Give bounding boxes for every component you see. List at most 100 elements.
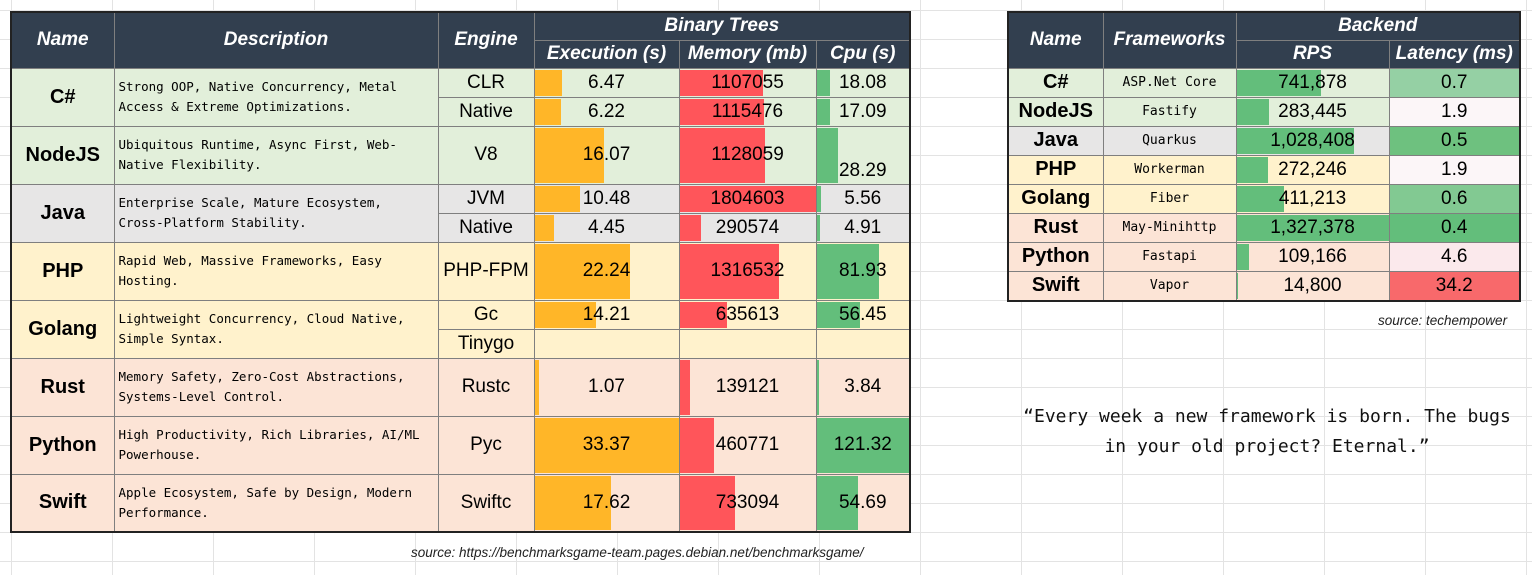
cpu-value: 54.69 — [838, 491, 887, 513]
execution-value: 33.37 — [582, 434, 631, 455]
rps-bar — [1237, 185, 1284, 212]
latency-cell: 1.9 — [1388, 154, 1521, 185]
backend-header-rps: RPS — [1235, 39, 1390, 69]
cpu-cell: 28.29 — [815, 125, 911, 185]
language-row: C# Strong OOP, Native Concurrency, Metal … — [10, 67, 911, 127]
backend-row: Golang Fiber 411,213 0.6 — [1007, 183, 1521, 214]
cpu-cell: 54.69 — [815, 473, 911, 533]
memory-value: 635613 — [715, 303, 780, 325]
cpu-bar — [817, 185, 821, 212]
memory-value: 1804603 — [710, 187, 785, 209]
memory-value: 139121 — [715, 376, 780, 397]
cpu-bar — [817, 98, 830, 125]
cpu-value: 18.08 — [838, 71, 887, 93]
backend-name: Rust — [1007, 212, 1104, 243]
header-binary-trees: Binary Trees — [533, 11, 911, 41]
engine-name: CLR — [437, 67, 535, 98]
rps-value: 1,028,408 — [1270, 129, 1355, 151]
memory-cell: 139121 — [678, 357, 817, 417]
memory-value: 1316532 — [710, 260, 785, 281]
backend-name: PHP — [1007, 154, 1104, 185]
rps-cell: 14,800 — [1235, 270, 1390, 301]
engine-name: PHP-FPM — [437, 241, 535, 301]
language-description: Lightweight Concurrency, Cloud Native, S… — [113, 299, 439, 359]
memory-bar — [680, 69, 763, 96]
cpu-value: 17.09 — [838, 100, 887, 122]
execution-cell: 17.62 — [533, 473, 680, 533]
cpu-value: 81.93 — [838, 260, 887, 281]
language-description: Enterprise Scale, Mature Ecosystem, Cros… — [113, 183, 439, 243]
backend-framework: Fastapi — [1102, 241, 1237, 272]
backend-row: Swift Vapor 14,800 34.2 — [1007, 270, 1521, 301]
memory-cell: 290574 — [678, 212, 817, 243]
cpu-cell: 81.93 — [815, 241, 911, 301]
language-name: Python — [10, 415, 115, 475]
cpu-value: 4.91 — [844, 216, 882, 238]
language-row: PHP Rapid Web, Massive Frameworks, Easy H… — [10, 241, 911, 301]
memory-cell: 1115476 — [678, 96, 817, 127]
rps-cell: 1,327,378 — [1235, 212, 1390, 243]
language-name: C# — [10, 67, 115, 127]
memory-bar — [680, 185, 815, 212]
backend-header-latency: Latency (ms) — [1388, 39, 1521, 69]
execution-value: 17.62 — [582, 491, 631, 513]
backend-row: NodeJS Fastify 283,445 1.9 — [1007, 96, 1521, 127]
rps-bar — [1237, 214, 1388, 241]
rps-value: 283,445 — [1278, 100, 1347, 122]
execution-bar — [535, 127, 604, 183]
execution-cell: 22.24 — [533, 241, 680, 301]
memory-value: 1107055 — [711, 71, 784, 93]
engine-name: Gc — [437, 299, 535, 330]
execution-value: 16.07 — [582, 144, 631, 165]
rps-cell: 1,028,408 — [1235, 125, 1390, 156]
memory-bar — [680, 243, 779, 299]
rps-bar — [1237, 243, 1249, 270]
backend-header-group: Backend — [1235, 11, 1521, 41]
language-row: Java Enterprise Scale, Mature Ecosystem, … — [10, 183, 911, 243]
execution-bar — [535, 417, 678, 473]
backend-row: C# ASP.Net Core 741,878 0.7 — [1007, 67, 1521, 98]
language-description: Apple Ecosystem, Safe by Design, Modern … — [113, 473, 439, 533]
memory-cell: 1128059 — [678, 125, 817, 185]
execution-cell — [533, 328, 680, 359]
cpu-value: 121.32 — [833, 434, 892, 455]
cpu-cell — [815, 328, 911, 359]
language-description: Memory Safety, Zero-Cost Abstractions, S… — [113, 357, 439, 417]
memory-value: 460771 — [715, 434, 780, 455]
cpu-cell: 56.45 — [815, 299, 911, 330]
backend-framework: Vapor — [1102, 270, 1237, 301]
latency-cell: 0.5 — [1388, 125, 1521, 156]
memory-value: 1128059 — [711, 144, 784, 165]
engine-name: Tinygo — [437, 328, 535, 359]
execution-value: 22.24 — [582, 260, 631, 281]
rps-value: 14,800 — [1283, 274, 1342, 296]
memory-value: 290574 — [715, 216, 780, 238]
backend-framework: Fastify — [1102, 96, 1237, 127]
header-execution: Execution (s) — [533, 39, 680, 69]
memory-bar — [680, 417, 715, 473]
rps-bar — [1237, 98, 1269, 125]
binary-trees-table: Name Description Engine Binary Trees Exe… — [10, 11, 911, 533]
execution-bar — [535, 301, 596, 328]
rps-value: 109,166 — [1278, 245, 1347, 267]
memory-bar — [680, 301, 728, 328]
backend-name: Java — [1007, 125, 1104, 156]
latency-cell: 0.6 — [1388, 183, 1521, 214]
language-name: Rust — [10, 357, 115, 417]
cpu-value: 28.29 — [838, 159, 887, 181]
backend-name: Swift — [1007, 270, 1104, 301]
backend-table: Name Frameworks Backend RPS Latency (ms)… — [1007, 11, 1521, 302]
memory-cell: 635613 — [678, 299, 817, 330]
memory-cell: 733094 — [678, 473, 817, 533]
execution-value: 10.48 — [582, 187, 631, 209]
memory-bar — [680, 127, 765, 183]
backend-framework: May-Minihttp — [1102, 212, 1237, 243]
backend-framework: Workerman — [1102, 154, 1237, 185]
header-name: Name — [10, 11, 115, 69]
memory-bar — [680, 359, 690, 415]
rps-cell: 411,213 — [1235, 183, 1390, 214]
engine-name: JVM — [437, 183, 535, 214]
backend-name: NodeJS — [1007, 96, 1104, 127]
execution-bar — [535, 98, 562, 125]
latency-cell: 34.2 — [1388, 270, 1521, 301]
